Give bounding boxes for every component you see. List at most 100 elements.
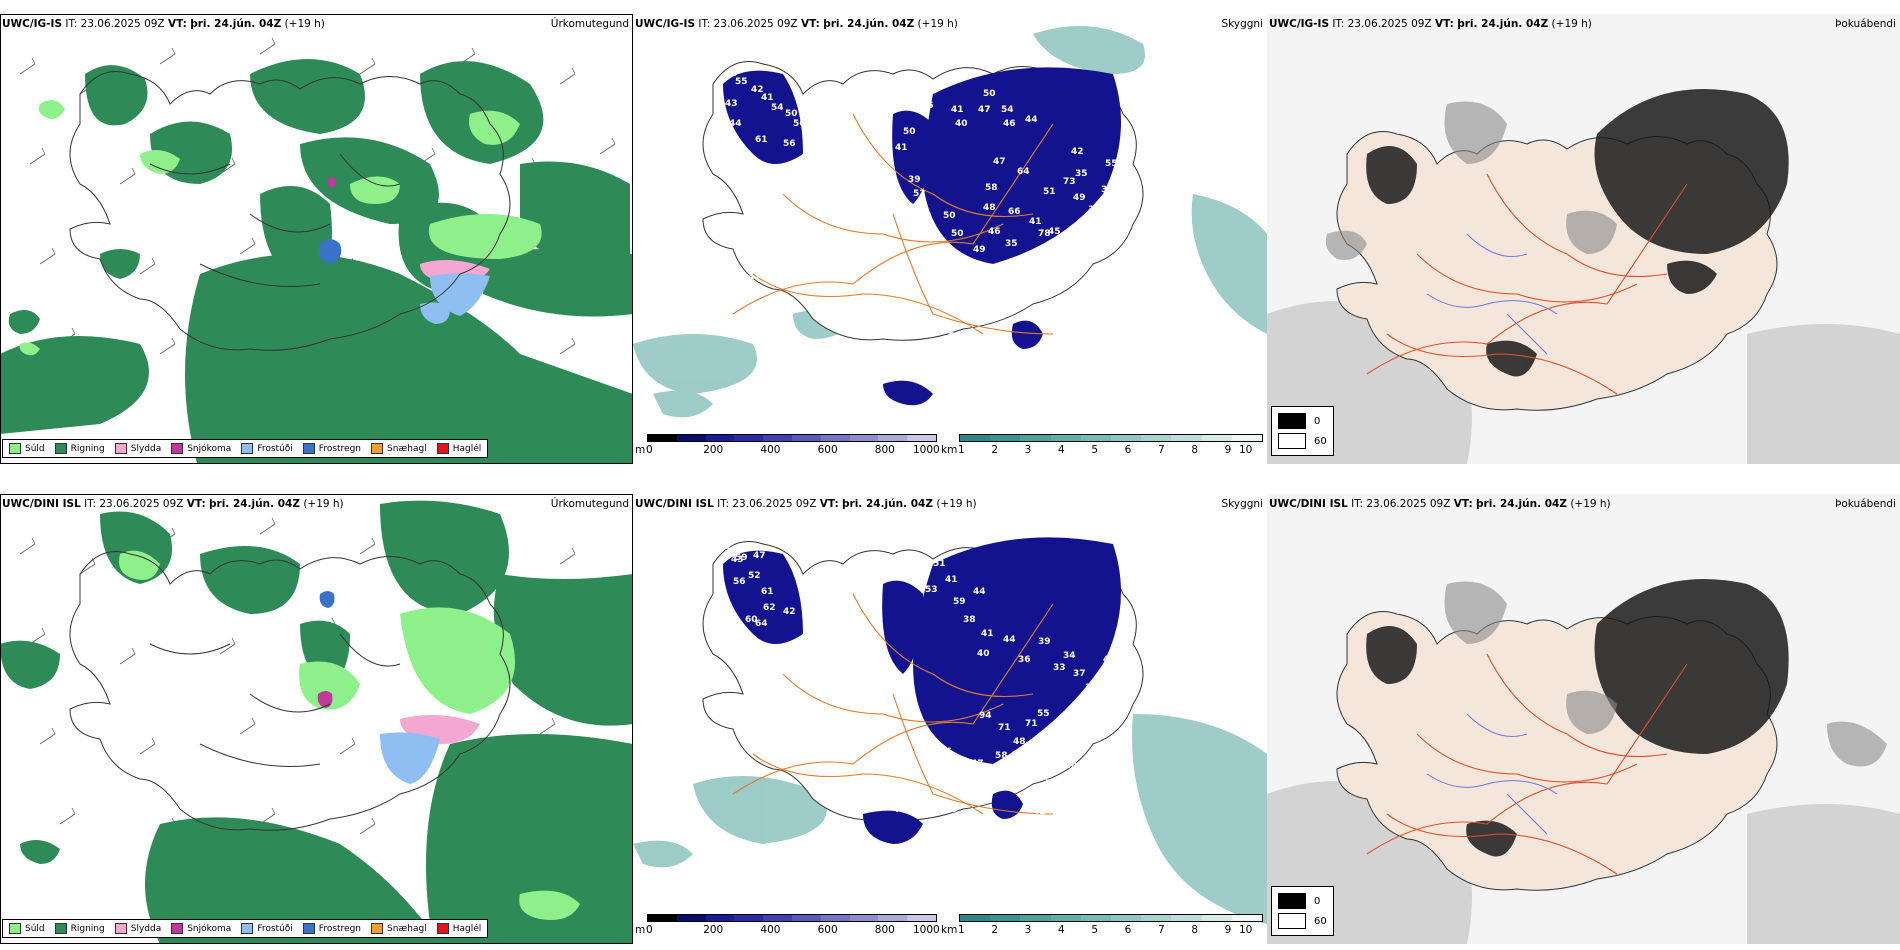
cloud-base-value: 44 [729, 119, 742, 129]
panel-title-fog: Þokuábendi [1835, 498, 1896, 510]
panel-title-fog: Þokuábendi [1835, 18, 1896, 30]
legend-label: Snjókoma [187, 923, 232, 934]
cloud-base-areas [723, 67, 1121, 406]
cloud-base-value: 54 [891, 259, 904, 269]
run-time: 23.06.2025 09Z [1366, 498, 1451, 510]
legend-item: Snæhagl [371, 923, 427, 934]
legend-swatch [9, 443, 21, 454]
colorbar-segment [1171, 435, 1202, 441]
legend-swatch [436, 923, 449, 934]
cloud-base-value: 40 [977, 649, 990, 659]
fog-dark-areas [1366, 89, 1789, 377]
colorbar-tick-label: 1 [958, 924, 965, 936]
legend-item: Rigning [54, 923, 105, 934]
colorbar-segment [1201, 435, 1232, 441]
colorbar-tick-label: 1000 [913, 924, 940, 936]
cloud-base-value: 39 [908, 175, 921, 185]
precip-type-panel-bottom: UWC/DINI ISL IT: 23.06.2025 09Z VT: þri.… [0, 494, 633, 944]
cloud-base-value: 38 [933, 883, 946, 893]
cloud-base-value: 44 [1065, 761, 1078, 771]
cloud-base-value: 51 [933, 559, 946, 569]
colorbar-segment [705, 435, 735, 441]
fog-legend-swatch [1278, 913, 1306, 929]
cloud-base-value: 38 [963, 615, 976, 625]
fog-grey-areas [1325, 101, 1617, 260]
legend-label: Frostregn [318, 923, 362, 934]
legend-swatch [371, 443, 384, 454]
fog-legend-row: 60 [1278, 431, 1327, 451]
cloud-base-value: 41 [893, 805, 906, 815]
height-colorbar: m 0 200 400 600 800 1000 [635, 434, 940, 462]
colorbar-segment [849, 915, 879, 921]
road-network [1366, 173, 1688, 395]
fog-grey-areas [1444, 581, 1887, 767]
cloud-base-value: 55 [1037, 709, 1050, 719]
cloud-base-value: 50 [903, 127, 916, 137]
valid-time: þri. 24.jún. 04Z [190, 18, 282, 30]
legend-label: Rigning [70, 923, 105, 934]
colorbar-segment [791, 435, 821, 441]
fog-legend-row: 60 [1278, 911, 1327, 931]
cloud-base-value: 52 [913, 189, 926, 199]
panel-header: UWC/IG-IS IT: 23.06.2025 09Z VT: þri. 24… [2, 18, 325, 30]
valid-time: þri. 24.jún. 04Z [209, 498, 300, 510]
cloud-base-value: 42 [783, 607, 796, 617]
cloud-base-value: 40 [955, 119, 968, 129]
legend-swatch [302, 923, 315, 934]
legend-swatch [9, 923, 21, 934]
cloud-base-value: 64 [755, 619, 768, 629]
cloud-base-value: 50 [785, 109, 798, 119]
panel-header: UWC/DINI ISL IT: 23.06.2025 09Z VT: þri.… [1269, 498, 1611, 510]
cloud-base-value: 64 [1051, 787, 1064, 797]
colorbar-tick-label: 10 [1239, 444, 1253, 456]
sleet-freezing-areas [318, 177, 490, 324]
lead-time: (+19 h) [917, 18, 958, 30]
run-time: 23.06.2025 09Z [713, 18, 798, 30]
cloud-base-value: 66 [776, 261, 789, 271]
legend-item: Súld [9, 443, 45, 454]
cloud-base-value: 53 [725, 545, 738, 555]
cloud-base-value: 30 [923, 865, 936, 875]
fog-map-top [1267, 14, 1900, 464]
legend-label: Haglél [452, 443, 482, 454]
valid-label: VT: [167, 18, 187, 30]
rivers [1426, 233, 1558, 355]
legend-item: Slydda [114, 443, 161, 454]
cloud-base-value: 33 [1085, 683, 1098, 693]
cloud-base-value: 88 [933, 317, 946, 327]
cloud-base-value: 47 [978, 105, 991, 115]
iceland-outline [69, 71, 511, 351]
legend-item: Snæhagl [371, 443, 427, 454]
legend-label: Slydda [130, 923, 162, 934]
cloud-base-value: 43 [731, 555, 744, 565]
colorbar-tick-label: 5 [1091, 444, 1099, 456]
cloud-base-value: 50 [943, 211, 956, 221]
cloud-base-value: 66 [1008, 207, 1021, 217]
panel-title-visibility: Skyggni [1221, 18, 1264, 30]
precip-type-legend: Súld Rigning Slydda Snjókoma Frostúði Fr… [2, 439, 489, 458]
run-label: IT: [65, 18, 78, 30]
visibility-panel-top: 33 60 42 43 54 50 44 56 61 56 68 45 46 50 41 39 52 46 62 54… [633, 14, 1267, 464]
iceland-outline [69, 551, 511, 831]
cloud-base-value: 98 [901, 329, 914, 339]
road-network [1366, 653, 1688, 875]
legend-item: Frostregn [302, 923, 362, 934]
colorbar-segment [820, 915, 850, 921]
cloud-base-value: 47 [971, 759, 984, 769]
legend-label: Súld [25, 923, 45, 934]
panel-header: UWC/DINI ISL IT: 23.06.2025 09Z VT: þri.… [635, 498, 977, 510]
fog-legend-label: 60 [1314, 915, 1327, 927]
drizzle-areas [19, 100, 542, 356]
cloud-base-value: 62 [763, 603, 776, 613]
fog-legend-label: 60 [1314, 435, 1327, 447]
legend-item: Snjókoma [171, 923, 231, 934]
fog-legend-label: 0 [1314, 415, 1321, 427]
colorbar-tick-label: 8 [1191, 924, 1199, 936]
colorbar-tick-label: 600 [817, 444, 838, 456]
cloud-base-value: 78 [1038, 229, 1051, 239]
panel-title-precip-type: Úrkomutegund [550, 18, 629, 30]
height-colorbar: m 0 200 400 600 800 1000 [635, 914, 940, 942]
cloud-base-value: 61 [755, 135, 768, 145]
